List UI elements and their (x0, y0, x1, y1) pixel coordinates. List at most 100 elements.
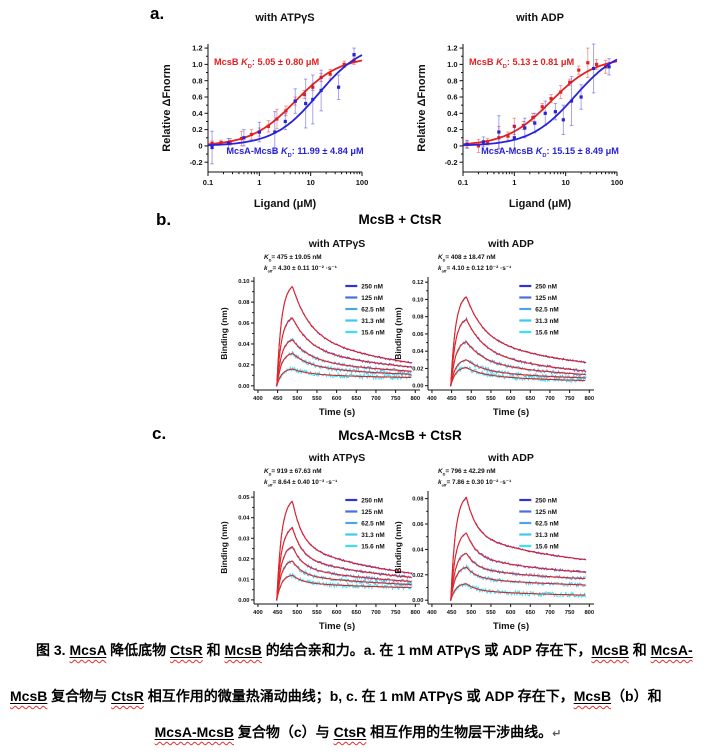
legend: 250 nM 125 nM 62.5 nM 31.3 nM 15.6 nM (519, 497, 559, 550)
svg-text:1.2: 1.2 (192, 44, 202, 53)
panel-a-label: a. (150, 4, 165, 23)
svg-text:62.5 nM: 62.5 nM (361, 306, 384, 313)
caption-text: 相互作用的生物层干涉曲线。 (366, 724, 553, 740)
svg-text:0.4: 0.4 (447, 109, 458, 118)
svg-text:0.6: 0.6 (192, 93, 202, 102)
svg-text:15.6 nM: 15.6 nM (361, 543, 384, 550)
svg-text:-0.2: -0.2 (190, 158, 203, 167)
svg-text:800: 800 (584, 610, 594, 616)
bli-chart-mcsa-mcsb-adp: with ADP KD= 796 ± 42.29 nM koff= 7.86 ±… (392, 452, 602, 634)
kd-value: 475 ± 19.05 nM (276, 254, 322, 261)
svg-text:0.06: 0.06 (238, 321, 250, 327)
kd-value: 5.05 ± 0.80 μM (257, 57, 320, 67)
svg-text:500: 500 (292, 610, 302, 616)
caption-text: 和 (202, 642, 225, 658)
svg-text:Binding (nm): Binding (nm) (393, 307, 403, 360)
koff-value: 7.86 ± 0.30 10⁻² ·s⁻¹ (451, 479, 512, 487)
svg-text:0.04: 0.04 (238, 516, 250, 522)
svg-text:400: 400 (253, 610, 263, 616)
legend-item: 62.5 nM (519, 520, 559, 527)
svg-text:15.6 nM: 15.6 nM (535, 543, 558, 550)
svg-text:1: 1 (257, 178, 261, 187)
kd-line: KD= 919 ± 67.63 nM (264, 467, 337, 478)
caption-text: 的结合亲和力。a. 在 1 mM ATPγS 或 ADP 存在下， (261, 642, 592, 658)
koff-symbol: k (438, 479, 442, 487)
svg-text:31.3 nM: 31.3 nM (361, 532, 384, 539)
svg-text:0.00: 0.00 (238, 384, 249, 390)
series-name: McsA-McsB (226, 146, 279, 156)
koff-value: 4.10 ± 0.12 10⁻² ·s⁻¹ (451, 265, 512, 273)
svg-text:0.08: 0.08 (412, 315, 424, 321)
caption-term-underlined: CtsR (170, 642, 203, 658)
koff-subscript: off (441, 269, 447, 274)
legend-item: 250 nM (345, 283, 383, 290)
caption-term: McsB (225, 642, 262, 658)
equals: = (446, 479, 452, 487)
svg-text:0.02: 0.02 (412, 366, 423, 372)
equals: = (445, 254, 451, 261)
svg-text:550: 550 (312, 396, 322, 402)
svg-text:10: 10 (306, 178, 314, 187)
legend-item: 15.6 nM (519, 543, 559, 550)
caption-line-1: 图 3. McsA 降低底物 CtsR 和 McsB 的结合亲和力。a. 在 1… (36, 640, 693, 660)
svg-text:0.04: 0.04 (412, 349, 424, 355)
bli-plot-svg: 0.00 0.02 0.04 0.06 0.08 0.10 400 450 500 550 600 6… (219, 277, 420, 418)
svg-text:700: 700 (371, 396, 381, 402)
legend-item: 62.5 nM (345, 306, 385, 313)
panel-b-title: McsB + CtsR (358, 212, 442, 227)
svg-text:250 nM: 250 nM (361, 497, 383, 504)
legend-item: 62.5 nM (345, 520, 385, 527)
svg-text:0.02: 0.02 (412, 573, 423, 579)
series-name: McsB (214, 57, 239, 67)
caption-line-3: McsA-McsB 复合物（c）与 CtsR 相互作用的生物层干涉曲线。↵ (0, 722, 716, 742)
svg-text:1.2: 1.2 (447, 44, 457, 53)
svg-text:0.06: 0.06 (412, 332, 424, 338)
svg-text:600: 600 (332, 610, 342, 616)
mst-plot-svg: -0.2 0 0.2 0.4 0.6 0.8 1.0 1.2 0.1 1 10 100 Ligand (… (161, 44, 368, 210)
svg-text:400: 400 (427, 396, 437, 402)
koff-subscript: off (441, 483, 447, 488)
svg-text:0.8: 0.8 (192, 76, 202, 85)
svg-text:0.12: 0.12 (412, 280, 423, 286)
svg-text:600: 600 (332, 396, 342, 402)
kd-symbol: K (280, 146, 288, 156)
koff-line: koff= 8.64 ± 0.40 10⁻² ·s⁻¹ (264, 478, 337, 489)
svg-text:400: 400 (253, 396, 263, 402)
kd-annotation-mcsb: McsB KD: 5.05 ± 0.80 μM (214, 57, 319, 70)
svg-text:Binding (nm): Binding (nm) (219, 307, 229, 360)
svg-text:400: 400 (427, 610, 437, 616)
legend-item: 31.3 nM (519, 532, 559, 539)
caption-term-underlined: McsA (69, 642, 107, 658)
kd-subscript: D (442, 258, 446, 263)
svg-text:Ligand (μM): Ligand (μM) (509, 198, 572, 210)
svg-text:Time (s): Time (s) (319, 407, 355, 418)
svg-text:250 nM: 250 nM (535, 497, 557, 504)
legend-item: 125 nM (345, 509, 383, 516)
legend: 250 nM 125 nM 62.5 nM 31.3 nM 15.6 nM (519, 283, 559, 336)
equals: = (445, 468, 451, 475)
kd-value: 5.13 ± 0.81 μM (512, 57, 575, 67)
caption-text: 降低底物 (106, 642, 171, 658)
legend-item: 31.3 nM (345, 532, 385, 539)
caption-text: （b）和 (611, 688, 662, 704)
kd-subscript: D (268, 472, 272, 477)
caption-text: 图 3. (36, 642, 70, 658)
koff-subscript: off (267, 269, 273, 274)
bli-plot-svg: 0.00 0.02 0.04 0.06 0.08 400 450 500 550 600 650 70… (393, 491, 594, 632)
caption-term-underlined: CtsR (111, 688, 144, 704)
kd-value: 408 ± 18.47 nM (450, 254, 496, 261)
koff-symbol: k (264, 479, 268, 487)
caption-text: 复合物与 (47, 688, 112, 704)
svg-text:0: 0 (198, 142, 202, 151)
legend-item: 250 nM (345, 497, 383, 504)
svg-text:0.04: 0.04 (238, 342, 250, 348)
colon: : (546, 146, 553, 156)
kd-symbol: K (535, 146, 543, 156)
svg-text:Binding (nm): Binding (nm) (219, 521, 229, 574)
svg-text:250 nM: 250 nM (535, 283, 557, 290)
kd-annotation-mcsa-mcsb: McsA-McsB KD: 15.15 ± 8.49 μM (413, 146, 643, 159)
koff-line: koff= 4.10 ± 0.12 10⁻² ·s⁻¹ (438, 264, 511, 275)
svg-text:1: 1 (512, 178, 516, 187)
bli-plot-svg: 0.00 0.02 0.04 0.06 0.08 0.10 0.12 400 450 500 550… (393, 277, 594, 418)
svg-text:800: 800 (584, 396, 594, 402)
